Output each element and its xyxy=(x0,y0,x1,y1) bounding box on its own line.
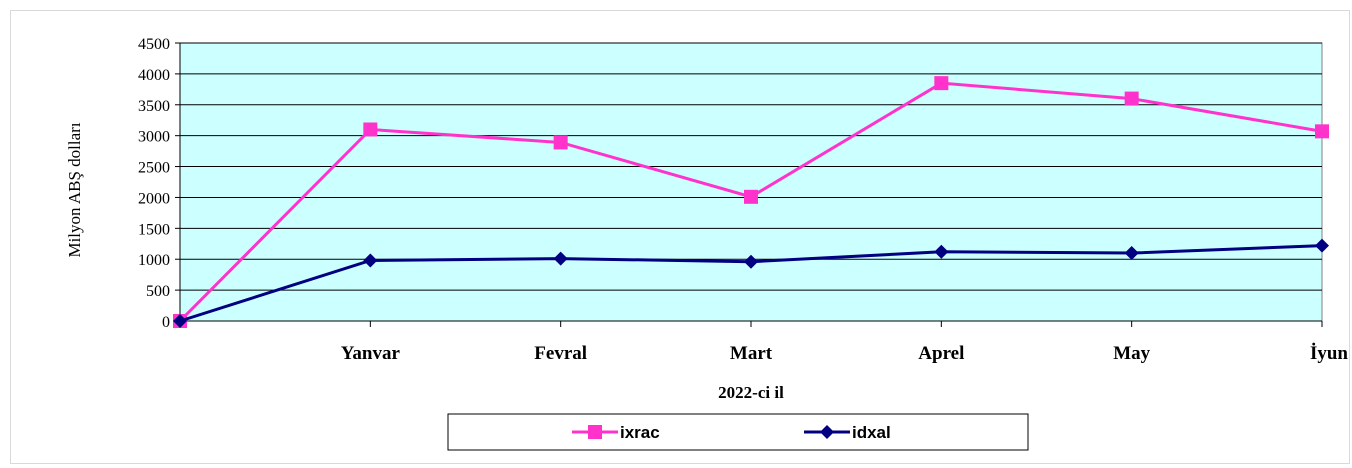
series-ixrac xyxy=(173,76,1329,328)
legend-label: idxal xyxy=(852,423,891,442)
y-axis-title: Milyon ABŞ dolları xyxy=(65,122,84,257)
data-point-diamond xyxy=(553,251,568,266)
data-point-diamond xyxy=(173,314,187,328)
x-tick-label: Fevral xyxy=(534,343,587,364)
x-tick-label: Mart xyxy=(730,343,773,364)
x-tick-label: Yanvar xyxy=(341,343,401,364)
data-point-diamond xyxy=(744,254,758,269)
data-point-square xyxy=(1315,124,1329,139)
plot-area xyxy=(179,42,1323,322)
legend-item-idxal: idxal xyxy=(804,423,891,442)
y-tick-label: 4000 xyxy=(138,67,170,84)
legend-label: ixrac xyxy=(620,423,660,442)
legend-box xyxy=(447,413,1029,451)
y-tick-label: 3000 xyxy=(138,129,170,146)
y-tick-label: 3500 xyxy=(138,98,170,115)
series-idxal xyxy=(173,238,1329,328)
data-point-diamond xyxy=(934,244,949,259)
y-tick-label: 500 xyxy=(146,283,170,300)
data-point-diamond xyxy=(1315,238,1329,253)
data-point-square xyxy=(363,122,378,137)
data-point-square xyxy=(934,76,949,91)
y-tick-label: 1500 xyxy=(138,221,170,238)
data-point-square xyxy=(744,189,758,204)
x-tick-label: İyun xyxy=(1310,343,1348,364)
series-group xyxy=(173,76,1329,328)
y-tick-label: 2000 xyxy=(138,190,170,207)
legend-item-ixrac: ixrac xyxy=(572,423,660,442)
y-tick-label: 2500 xyxy=(138,160,170,177)
y-tick-label: 1000 xyxy=(138,252,170,269)
data-point-diamond xyxy=(1124,246,1139,261)
x-tick-label: Aprel xyxy=(918,343,964,364)
y-tick-label: 4500 xyxy=(138,36,170,53)
x-tick-label: May xyxy=(1113,343,1150,364)
y-tick-label: 0 xyxy=(162,314,170,331)
data-point-square xyxy=(553,135,568,150)
x-axis-title: 2022-ci il xyxy=(718,383,784,402)
data-point-square xyxy=(1124,91,1139,106)
data-point-diamond xyxy=(820,425,834,439)
data-point-square xyxy=(588,425,602,439)
data-point-diamond xyxy=(363,253,378,268)
x-axis-ticks: Yanvar Fevral Mart Aprel May İyun xyxy=(179,320,1348,364)
y-axis-ticks: 0 500 1000 1500 2000 2500 3000 3500 4000 4500 xyxy=(138,36,181,331)
legend: ixrac idxal xyxy=(447,413,1029,451)
